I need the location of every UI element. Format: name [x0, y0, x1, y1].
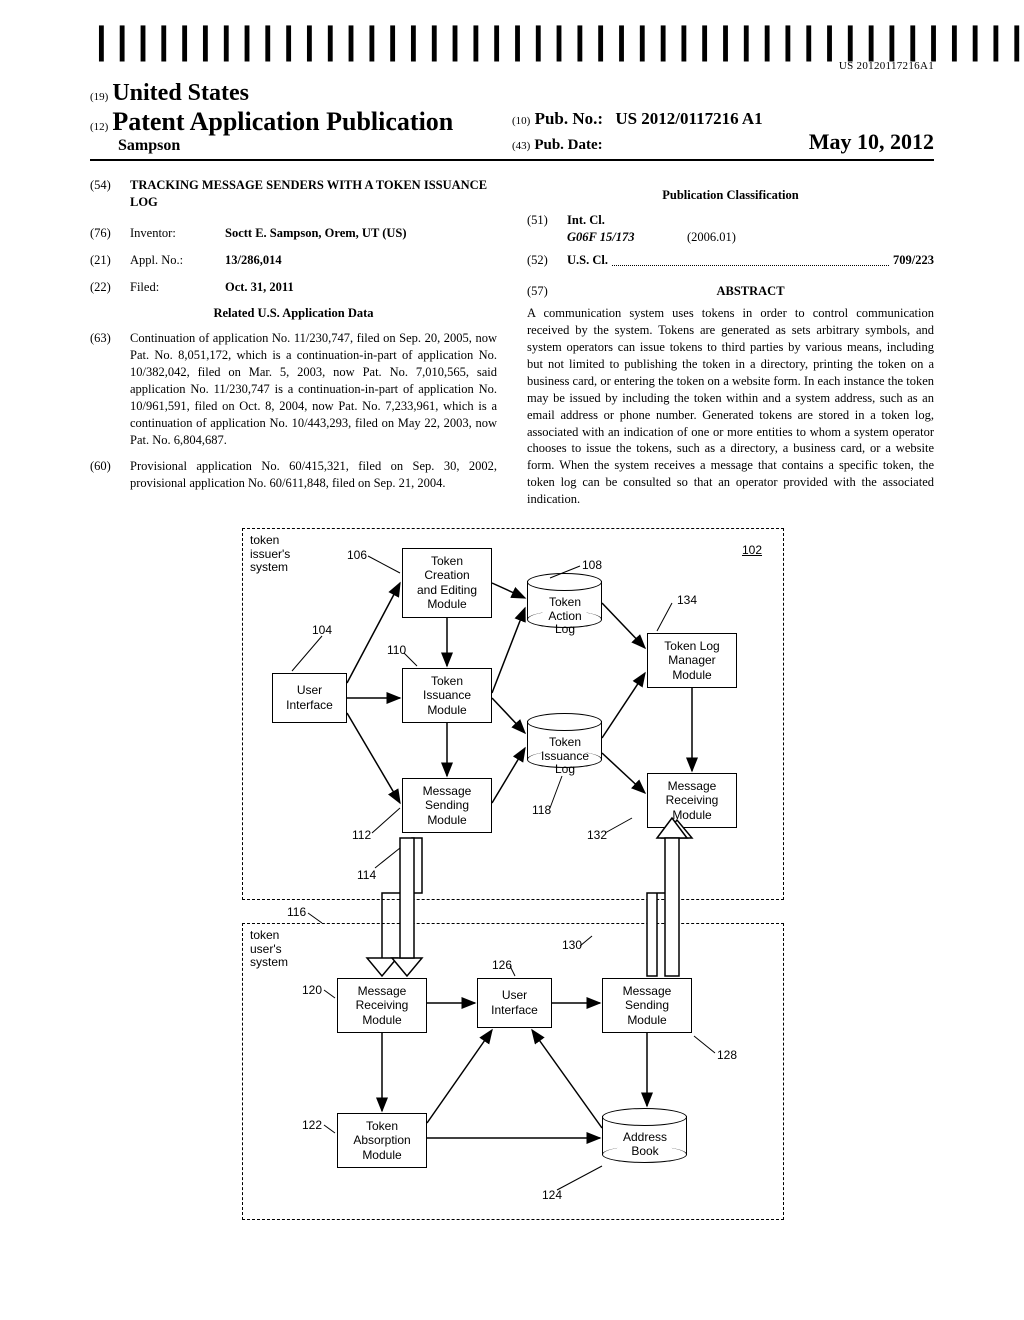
n108: 108	[582, 558, 602, 572]
prov-num: (60)	[90, 458, 130, 492]
left-column: (54) TRACKING MESSAGE SENDERS WITH A TOK…	[90, 177, 497, 508]
related-heading: Related U.S. Application Data	[90, 305, 497, 322]
system-diagram: token issuer's system token user's syste…	[232, 518, 792, 1238]
invention-title: TRACKING MESSAGE SENDERS WITH A TOKEN IS…	[130, 177, 497, 211]
user-label: token user's system	[250, 929, 288, 970]
appl-num: (21)	[90, 252, 130, 269]
abstract-num: (57)	[527, 283, 567, 300]
message-sending-module-2: Message Sending Module	[602, 978, 692, 1033]
inventor-label: Inventor:	[130, 225, 225, 242]
country-num: (19)	[90, 91, 108, 103]
pub-date: May 10, 2012	[809, 129, 934, 155]
issuer-label: token issuer's system	[250, 534, 290, 575]
token-absorption-module: Token Absorption Module	[337, 1113, 427, 1168]
pub-date-label: Pub. Date:	[534, 137, 602, 153]
n106: 106	[347, 548, 367, 562]
barcode-area: ||||||||||||||||||||||||||||||||||||||||…	[90, 30, 934, 72]
inventor-num: (76)	[90, 225, 130, 242]
uscl-label: U.S. Cl.	[567, 252, 608, 269]
abstract-text: A communication system uses tokens in or…	[527, 305, 934, 508]
pub-date-num: (43)	[512, 140, 530, 152]
n110: 110	[387, 643, 406, 657]
intcl-num: (51)	[527, 212, 567, 229]
filed-label: Filed:	[130, 279, 225, 296]
appl-label: Appl. No.:	[130, 252, 225, 269]
right-column: Publication Classification (51) Int. Cl.…	[527, 177, 934, 508]
user-interface-2: User Interface	[477, 978, 552, 1028]
cont-text: Continuation of application No. 11/230,7…	[130, 330, 497, 448]
uscl-num: (52)	[527, 252, 567, 269]
n116: 116	[287, 905, 306, 919]
message-sending-module-1: Message Sending Module	[402, 778, 492, 833]
address-book-label: Address Book	[604, 1131, 686, 1159]
n124: 124	[542, 1188, 562, 1202]
appl: 13/286,014	[225, 252, 497, 269]
user-interface-1: User Interface	[272, 673, 347, 723]
n122: 122	[302, 1118, 322, 1132]
n120: 120	[302, 983, 322, 997]
document-header: (19) United States (12) Patent Applicati…	[90, 80, 934, 161]
author: Sampson	[118, 137, 512, 155]
uscl-code: 709/223	[893, 252, 934, 269]
dotted-line	[612, 255, 889, 266]
message-receiving-module-1: Message Receiving Module	[647, 773, 737, 828]
country: United States	[112, 80, 249, 106]
n132: 132	[587, 828, 607, 842]
n126: 126	[492, 958, 512, 972]
pub-no: US 2012/0117216 A1	[615, 109, 762, 128]
n114: 114	[357, 868, 376, 882]
intcl-label: Int. Cl.	[567, 212, 605, 229]
token-action-log-label: Token Action Log	[529, 596, 601, 637]
pub-no-num: (10)	[512, 115, 530, 127]
prov-text: Provisional application No. 60/415,321, …	[130, 458, 497, 492]
token-issuance-module: Token Issuance Module	[402, 668, 492, 723]
pub-type: Patent Application Publication	[112, 107, 453, 136]
message-receiving-module-2: Message Receiving Module	[337, 978, 427, 1033]
n130: 130	[562, 938, 582, 952]
n104: 104	[312, 623, 332, 637]
user-system-box	[242, 923, 784, 1220]
class-heading: Publication Classification	[527, 187, 934, 204]
n118: 118	[532, 803, 551, 817]
filed-num: (22)	[90, 279, 130, 296]
pub-no-label: Pub. No.:	[535, 109, 603, 128]
intcl-code: G06F 15/173	[567, 229, 687, 246]
intcl-year: (2006.01)	[687, 229, 736, 246]
token-log-manager: Token Log Manager Module	[647, 633, 737, 688]
cont-num: (63)	[90, 330, 130, 448]
filed: Oct. 31, 2011	[225, 279, 497, 296]
title-num: (54)	[90, 177, 130, 211]
n134: 134	[677, 593, 697, 607]
pub-type-num: (12)	[90, 121, 108, 133]
n128: 128	[717, 1048, 737, 1062]
inventor: Soctt E. Sampson, Orem, UT (US)	[225, 225, 497, 242]
barcode: ||||||||||||||||||||||||||||||||||||||||…	[90, 30, 1024, 58]
token-creation-module: Token Creation and Editing Module	[402, 548, 492, 618]
token-issuance-log-label: Token Issuance Log	[529, 736, 601, 777]
n102: 102	[742, 543, 762, 557]
abstract-heading: ABSTRACT	[567, 283, 934, 300]
n112: 112	[352, 828, 371, 842]
